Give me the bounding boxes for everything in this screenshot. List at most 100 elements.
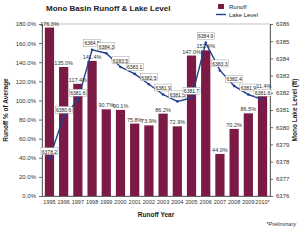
y-axis: 0.0%20.0%40.0%60.0%80.0%100.0%120.0%140.… bbox=[16, 21, 43, 199]
bar bbox=[116, 110, 125, 196]
y2-tick-mark bbox=[270, 127, 273, 128]
line-marker bbox=[48, 157, 51, 160]
y2-tick: 6378 bbox=[270, 159, 290, 165]
x-tick: 2007 bbox=[214, 196, 226, 205]
y-tick-label: 100.0% bbox=[16, 98, 37, 104]
line-label-box bbox=[112, 57, 129, 64]
y2-tick-mark bbox=[270, 110, 273, 111]
x-tick: 2003 bbox=[157, 196, 169, 205]
y2-tick: 6385 bbox=[270, 39, 290, 45]
line-marker bbox=[133, 73, 136, 76]
x-tick-label: 1995 bbox=[43, 199, 55, 205]
x-tick: 2010* bbox=[255, 196, 270, 205]
y-tick-mark bbox=[39, 120, 42, 121]
y-tick-mark bbox=[39, 100, 42, 101]
line-marker bbox=[247, 93, 250, 96]
y2-tick-mark bbox=[270, 24, 273, 25]
x-tick-label: 2005 bbox=[185, 199, 197, 205]
chart: 0.0%20.0%40.0%60.0%80.0%100.0%120.0%140.… bbox=[0, 0, 300, 230]
x-tick-label: 2008 bbox=[228, 199, 240, 205]
y-tick: 60.0% bbox=[19, 136, 42, 142]
x-tick-label: 2007 bbox=[214, 199, 226, 205]
y2-tick-label: 6381 bbox=[276, 107, 290, 113]
y2-tick-mark bbox=[270, 76, 273, 77]
bar-label: 90.1% bbox=[113, 103, 129, 109]
y-axis-line bbox=[39, 25, 43, 197]
y2-tick: 6384 bbox=[270, 56, 290, 62]
x-tick-label: 2000 bbox=[114, 199, 126, 205]
y-tick-label: 180.0% bbox=[16, 21, 37, 27]
y-tick-mark bbox=[39, 158, 42, 159]
line bbox=[49, 43, 262, 158]
line-label-box bbox=[155, 84, 172, 91]
data-labels: 176.3%135.0%117.4%141.4%90.7%90.1%75.8%7… bbox=[40, 21, 271, 155]
x-tick: 1996 bbox=[58, 196, 70, 205]
x-tick-label: 2009 bbox=[242, 199, 254, 205]
line-label: 6381.6 bbox=[255, 90, 271, 96]
x-axis-title: Runoff Year bbox=[138, 211, 175, 218]
x-tick-label: 2001 bbox=[129, 199, 141, 205]
line-marker bbox=[261, 98, 264, 101]
y2-tick-label: 6377 bbox=[276, 176, 290, 182]
line-label-box bbox=[226, 75, 243, 82]
bar-label: 72.9% bbox=[170, 119, 186, 125]
y-tick: 20.0% bbox=[19, 174, 42, 180]
line-label: 6384.9 bbox=[198, 33, 214, 39]
line-label: 6383.1 bbox=[127, 64, 143, 70]
line-marker bbox=[176, 100, 179, 103]
y2-tick-label: 6378 bbox=[276, 159, 290, 165]
bar bbox=[102, 109, 111, 196]
line-marker bbox=[148, 83, 151, 86]
y2-tick: 6382 bbox=[270, 90, 290, 96]
x-tick-label: 2006 bbox=[200, 199, 212, 205]
line-label-box bbox=[98, 43, 115, 50]
y-tick-mark bbox=[39, 81, 42, 82]
x-tick: 2000 bbox=[114, 196, 126, 205]
bar-label: 70.2% bbox=[226, 122, 242, 128]
legend-swatch bbox=[216, 14, 226, 15]
x-tick-label: 2002 bbox=[143, 199, 155, 205]
line-label-box bbox=[55, 106, 72, 113]
y-tick: 40.0% bbox=[19, 155, 42, 161]
bar-label: 147.0% bbox=[182, 49, 201, 55]
y-tick-label: 20.0% bbox=[19, 174, 37, 180]
x-axis-line bbox=[43, 196, 271, 197]
bar bbox=[187, 56, 196, 196]
x-tick-label: 2003 bbox=[157, 199, 169, 205]
y2-axis: 6376637763786379638063816382638363846385… bbox=[270, 21, 290, 199]
x-tick-label: 2010* bbox=[255, 199, 270, 205]
x-tick-label: 1997 bbox=[72, 199, 84, 205]
y-tick-label: 60.0% bbox=[19, 136, 37, 142]
x-tick: 2008 bbox=[228, 196, 240, 205]
bar-label: 86.2% bbox=[155, 107, 171, 113]
y2-tick-mark bbox=[270, 179, 273, 180]
bar bbox=[59, 67, 68, 196]
line-marker bbox=[91, 49, 94, 52]
data bbox=[45, 28, 267, 196]
bar-label: 44.0% bbox=[212, 147, 228, 153]
x-tick: 1998 bbox=[86, 196, 98, 205]
line-label: 6383.5 bbox=[113, 58, 129, 64]
line-marker bbox=[162, 93, 165, 96]
y-tick: 100.0% bbox=[16, 98, 42, 104]
y-tick-label: 140.0% bbox=[16, 60, 37, 66]
y-tick-label: 0.0% bbox=[22, 193, 36, 199]
y-tick-mark bbox=[39, 177, 42, 178]
bar bbox=[73, 84, 82, 196]
bar bbox=[45, 28, 54, 196]
y2-axis-title: Mono Lake Level (ft) bbox=[291, 79, 299, 142]
x-tick-label: 1999 bbox=[100, 199, 112, 205]
line-marker bbox=[190, 97, 193, 100]
y2-tick: 6376 bbox=[270, 193, 290, 199]
bar-label: 117.4% bbox=[69, 77, 87, 83]
line-marker bbox=[105, 52, 108, 55]
y-tick: 120.0% bbox=[16, 79, 42, 85]
x-tick: 2009 bbox=[242, 196, 254, 205]
legend-label: Lake Level bbox=[229, 12, 258, 18]
bar bbox=[230, 129, 239, 196]
x-tick-label: 1996 bbox=[58, 199, 70, 205]
plot-frame bbox=[42, 24, 270, 196]
y2-tick: 6386 bbox=[270, 21, 290, 27]
bar bbox=[158, 114, 167, 196]
line-marker bbox=[77, 98, 80, 101]
